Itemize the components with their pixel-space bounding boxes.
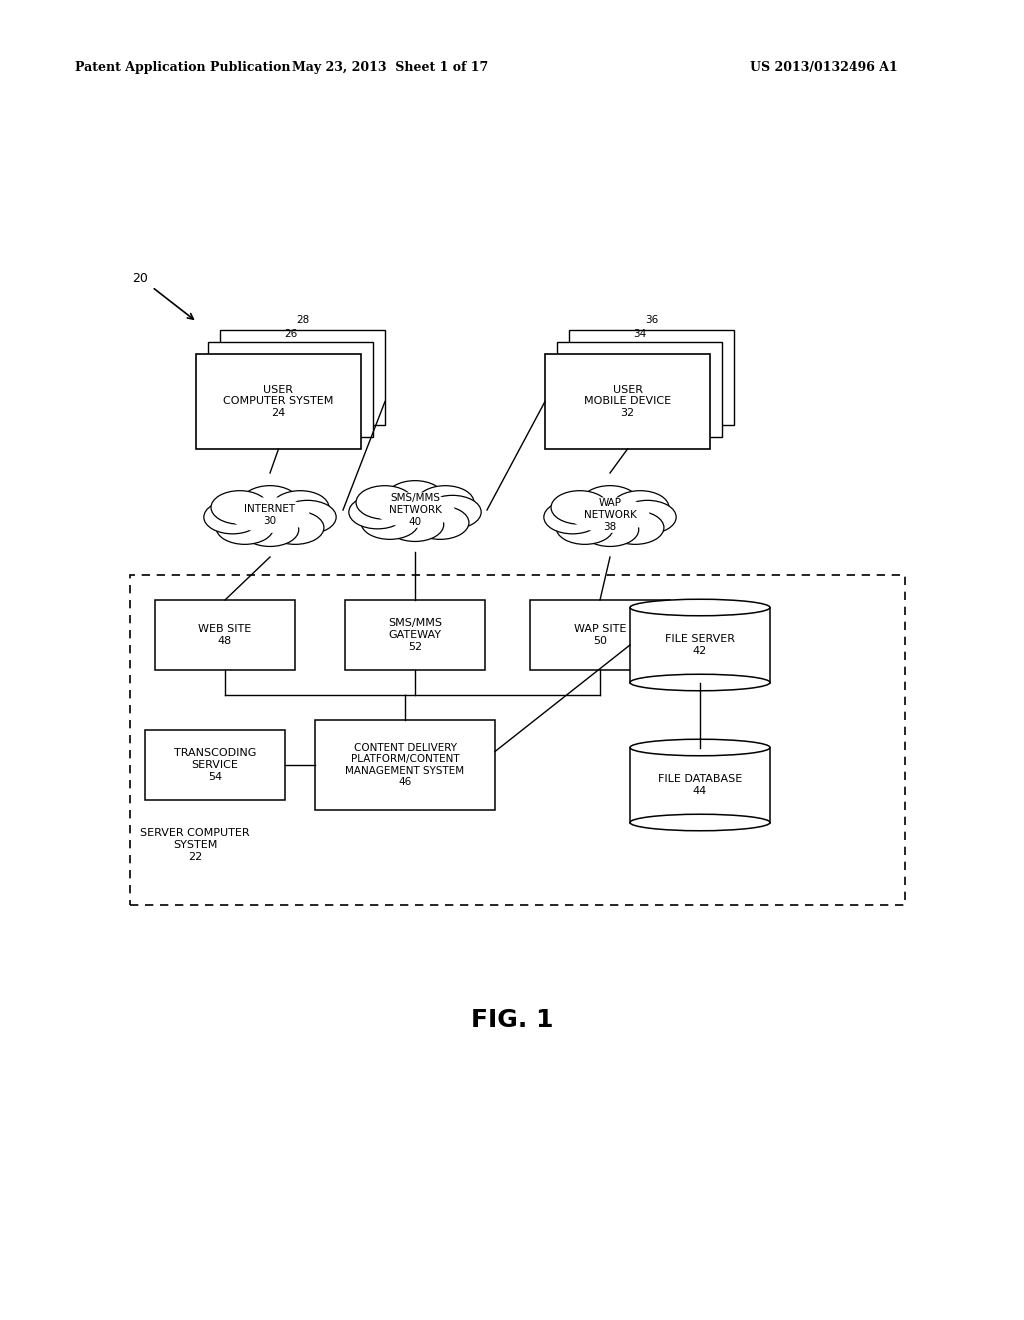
Ellipse shape: [570, 498, 649, 533]
Text: WAP SITE
50: WAP SITE 50: [573, 624, 627, 645]
Ellipse shape: [386, 508, 443, 541]
Ellipse shape: [356, 486, 414, 519]
Bar: [315, 719, 495, 810]
Text: USER
COMPUTER SYSTEM
24: USER COMPUTER SYSTEM 24: [223, 385, 334, 418]
Ellipse shape: [424, 495, 481, 529]
Bar: [130, 576, 905, 906]
Ellipse shape: [611, 491, 669, 524]
Ellipse shape: [361, 506, 419, 540]
Bar: [155, 601, 295, 671]
Ellipse shape: [417, 486, 474, 519]
Bar: [530, 601, 670, 671]
Bar: [345, 601, 485, 671]
Text: FILE SERVER
42: FILE SERVER 42: [665, 634, 735, 656]
Text: US 2013/0132496 A1: US 2013/0132496 A1: [750, 62, 898, 74]
Text: May 23, 2013  Sheet 1 of 17: May 23, 2013 Sheet 1 of 17: [292, 62, 488, 74]
Ellipse shape: [551, 491, 608, 524]
Ellipse shape: [386, 480, 443, 515]
Ellipse shape: [630, 599, 770, 615]
Ellipse shape: [242, 513, 299, 546]
Text: SERVER COMPUTER
SYSTEM
22: SERVER COMPUTER SYSTEM 22: [140, 829, 250, 862]
Text: FILE DATABASE
44: FILE DATABASE 44: [657, 775, 742, 796]
Ellipse shape: [630, 814, 770, 830]
Ellipse shape: [556, 511, 613, 544]
Ellipse shape: [582, 513, 639, 546]
Ellipse shape: [618, 500, 676, 533]
Text: 36: 36: [645, 315, 658, 325]
Text: FIG. 1: FIG. 1: [471, 1008, 553, 1032]
Ellipse shape: [271, 491, 329, 524]
Text: INTERNET
30: INTERNET 30: [245, 504, 296, 525]
Ellipse shape: [349, 495, 407, 529]
Ellipse shape: [630, 739, 770, 756]
Ellipse shape: [606, 511, 664, 544]
Text: 26: 26: [284, 329, 297, 339]
Bar: [569, 330, 734, 425]
Text: SMS/MMS
GATEWAY
52: SMS/MMS GATEWAY 52: [388, 618, 442, 652]
Bar: [630, 607, 770, 682]
Ellipse shape: [216, 511, 273, 544]
Ellipse shape: [552, 486, 668, 544]
Ellipse shape: [357, 480, 473, 540]
Ellipse shape: [412, 506, 469, 540]
Text: 28: 28: [296, 315, 309, 325]
Ellipse shape: [376, 492, 455, 528]
Ellipse shape: [582, 486, 639, 519]
Ellipse shape: [266, 511, 324, 544]
Text: WAP
NETWORK
38: WAP NETWORK 38: [584, 499, 637, 532]
Text: TRANSCODING
SERVICE
54: TRANSCODING SERVICE 54: [174, 748, 256, 781]
Ellipse shape: [211, 491, 268, 524]
Bar: [208, 342, 373, 437]
Bar: [196, 354, 361, 449]
Bar: [220, 330, 385, 425]
Ellipse shape: [544, 500, 601, 533]
Bar: [557, 342, 722, 437]
Bar: [545, 354, 710, 449]
Ellipse shape: [230, 498, 309, 533]
Text: CONTENT DELIVERY
PLATFORM/CONTENT
MANAGEMENT SYSTEM
46: CONTENT DELIVERY PLATFORM/CONTENT MANAGE…: [345, 743, 465, 788]
Text: USER
MOBILE DEVICE
32: USER MOBILE DEVICE 32: [584, 385, 671, 418]
Ellipse shape: [630, 675, 770, 690]
Text: Patent Application Publication: Patent Application Publication: [75, 62, 291, 74]
Bar: [630, 747, 770, 822]
Ellipse shape: [242, 486, 299, 519]
Text: SMS/MMS
NETWORK
40: SMS/MMS NETWORK 40: [388, 494, 441, 527]
Bar: [145, 730, 285, 800]
Text: WEB SITE
48: WEB SITE 48: [199, 624, 252, 645]
Ellipse shape: [204, 500, 261, 533]
Text: 20: 20: [132, 272, 147, 285]
Text: 34: 34: [633, 329, 646, 339]
Ellipse shape: [212, 486, 328, 544]
Ellipse shape: [279, 500, 336, 533]
